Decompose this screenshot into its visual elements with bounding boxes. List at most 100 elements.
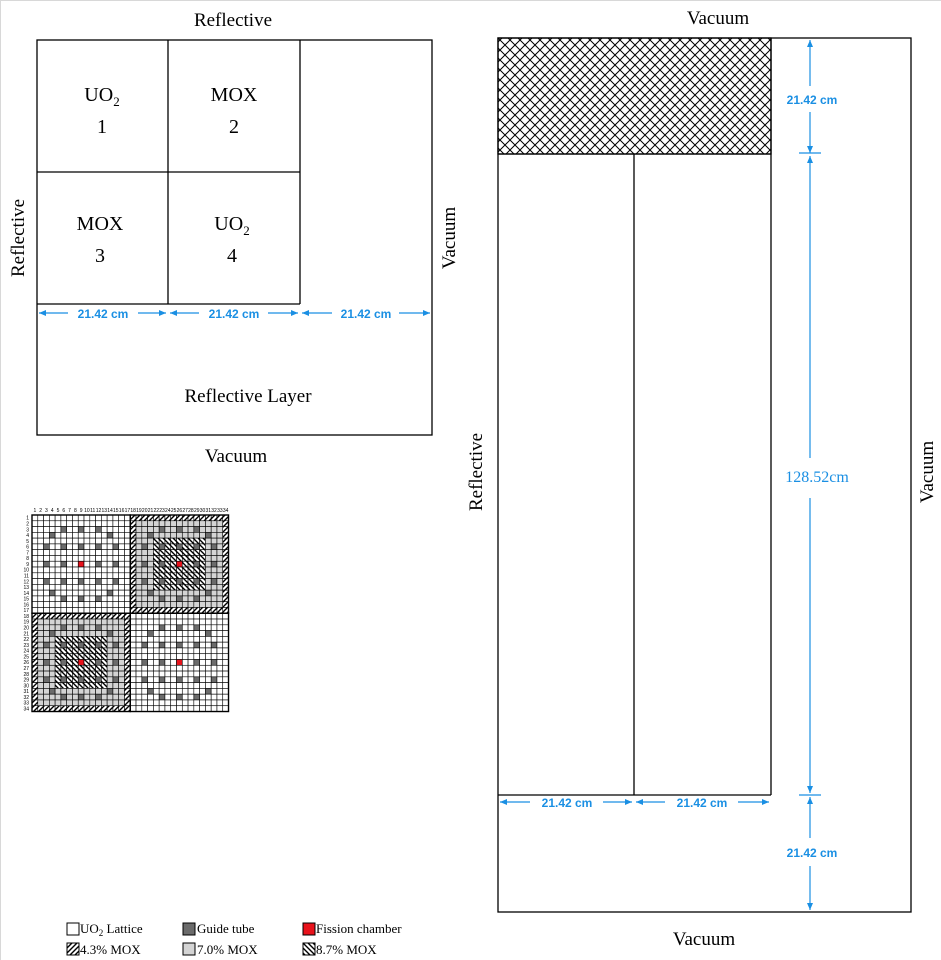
- lattice-pin-cell: [153, 699, 160, 707]
- lattice-pin-cell: [66, 520, 73, 527]
- lattice-pin-cell: [95, 676, 102, 683]
- lattice-pin-cell: [181, 641, 189, 649]
- lattice-pin-cell: [164, 555, 172, 562]
- lattice-pin-cell: [205, 537, 212, 545]
- lattice-pin-cell: [112, 555, 119, 562]
- lattice-pin-cell: [199, 664, 206, 672]
- lattice-pin-cell: [147, 572, 154, 579]
- lattice-row-number: 33: [23, 701, 29, 707]
- lattice-pin-cell: [170, 543, 177, 550]
- lattice-pin-cell: [43, 676, 50, 683]
- lattice-pin-cell: [164, 572, 172, 579]
- lattice-pin-cell: [193, 682, 200, 689]
- lattice-pin-cell: [83, 641, 91, 649]
- lattice-pin-cell: [187, 572, 195, 579]
- lattice-pin-cell: [141, 641, 148, 649]
- lattice-pin-cell: [43, 705, 50, 712]
- lattice-pin-cell: [216, 682, 224, 689]
- lattice-pin-cell: [43, 624, 50, 631]
- lattice-pin-cell: [31, 555, 39, 562]
- top-border-line: [0, 0, 941, 1]
- lattice-pin-cell: [54, 670, 62, 678]
- lattice-pin-cell: [216, 618, 224, 626]
- lattice-pin-cell: [95, 549, 102, 556]
- lattice-pin-cell: [164, 612, 172, 620]
- lattice-pin-cell: [43, 537, 50, 545]
- lattice-pin-cell: [187, 688, 195, 695]
- lattice-column-number: 2: [39, 508, 42, 514]
- lattice-pin-cell: [54, 520, 62, 527]
- lattice-pin-cell: [170, 688, 177, 695]
- lattice-pin-cell: [66, 572, 73, 579]
- lattice-pin-cell: [141, 566, 148, 574]
- lattice-pin-cell: [95, 618, 102, 626]
- lattice-pin-cell: [210, 676, 218, 683]
- lattice-pin-cell: [199, 670, 206, 678]
- lattice-pin-cell: [141, 699, 148, 707]
- lattice-pin-cell: [170, 537, 177, 545]
- lattice-pin-cell: [31, 618, 39, 626]
- axial-dim-top: 21.42 cm: [787, 93, 838, 107]
- lattice-pin-cell: [43, 543, 50, 550]
- lattice-pin-cell: [129, 676, 137, 683]
- lattice-pin-cell: [158, 682, 166, 689]
- lattice-pin-cell: [101, 670, 108, 678]
- lattice-pin-cell: [124, 664, 131, 672]
- lattice-pin-cell: [54, 572, 62, 579]
- lattice-pin-cell: [89, 560, 96, 568]
- lattice-pin-cell: [164, 636, 172, 643]
- lattice-pin-cell: [129, 659, 137, 666]
- lattice-pin-cell: [216, 653, 224, 660]
- axial-dim-bottom: 21.42 cm: [787, 846, 838, 860]
- lattice-pin-cell: [153, 659, 160, 666]
- lattice-pin-cell: [89, 636, 96, 643]
- legend-label-mox-8-7: 8.7% MOX: [316, 942, 377, 957]
- lattice-pin-cell: [83, 630, 91, 637]
- left-border-line: [0, 0, 1, 960]
- lattice-pin-cell: [181, 595, 189, 602]
- lattice-pin-cell: [199, 566, 206, 574]
- lattice-pin-cell: [129, 595, 137, 602]
- axial-dim-width-2: 21.42 cm: [677, 796, 728, 810]
- lattice-pin-cell: [222, 595, 229, 602]
- lattice-pin-cell: [216, 526, 224, 533]
- lattice-pin-cell: [205, 589, 212, 597]
- lattice-column-number: 34: [223, 508, 229, 514]
- axial-top-reflector: [497, 37, 772, 155]
- assembly-2-number: 2: [229, 116, 239, 138]
- lattice-pin-cell: [170, 670, 177, 678]
- lattice-pin-cell: [118, 664, 125, 672]
- lattice-pin-cell: [170, 607, 177, 614]
- lattice-pin-cell: [199, 555, 206, 562]
- lattice-pin-cell: [37, 584, 44, 591]
- lattice-pin-cell: [141, 537, 148, 545]
- lattice-pin-cell: [72, 595, 79, 602]
- lattice-pin-cell: [216, 584, 224, 591]
- lattice-pin-cell: [222, 693, 229, 701]
- lattice-pin-cell: [89, 514, 96, 522]
- lattice-pin-cell: [216, 624, 224, 631]
- lattice-pin-cell: [135, 526, 143, 533]
- lattice-pin-cell: [164, 647, 172, 655]
- lattice-pin-cell: [43, 618, 50, 626]
- lattice-pin-cell: [187, 555, 195, 562]
- lattice-pin-cell: [141, 520, 148, 527]
- lattice-pin-cell: [89, 659, 96, 666]
- lattice-pin-cell: [187, 624, 195, 631]
- lattice-pin-cell: [66, 670, 73, 678]
- lattice-row-number: 5: [26, 539, 29, 545]
- lattice-pin-cell: [106, 618, 114, 626]
- lattice-pin-cell: [124, 595, 131, 602]
- legend-swatch-fission-chamber: [302, 922, 316, 936]
- lattice-pin-cell: [210, 595, 218, 602]
- lattice-pin-cell: [106, 578, 114, 585]
- lattice-pin-cell: [129, 618, 137, 626]
- lattice-pin-cell: [222, 601, 229, 608]
- lattice-row-number: 1: [26, 516, 29, 522]
- lattice-pin-cell: [187, 664, 195, 672]
- lattice-pin-cell: [187, 584, 195, 591]
- lattice-pin-cell: [66, 595, 73, 602]
- lattice-pin-cell: [222, 607, 229, 614]
- lattice-pin-cell: [83, 699, 91, 707]
- lattice-pin-cell: [216, 566, 224, 574]
